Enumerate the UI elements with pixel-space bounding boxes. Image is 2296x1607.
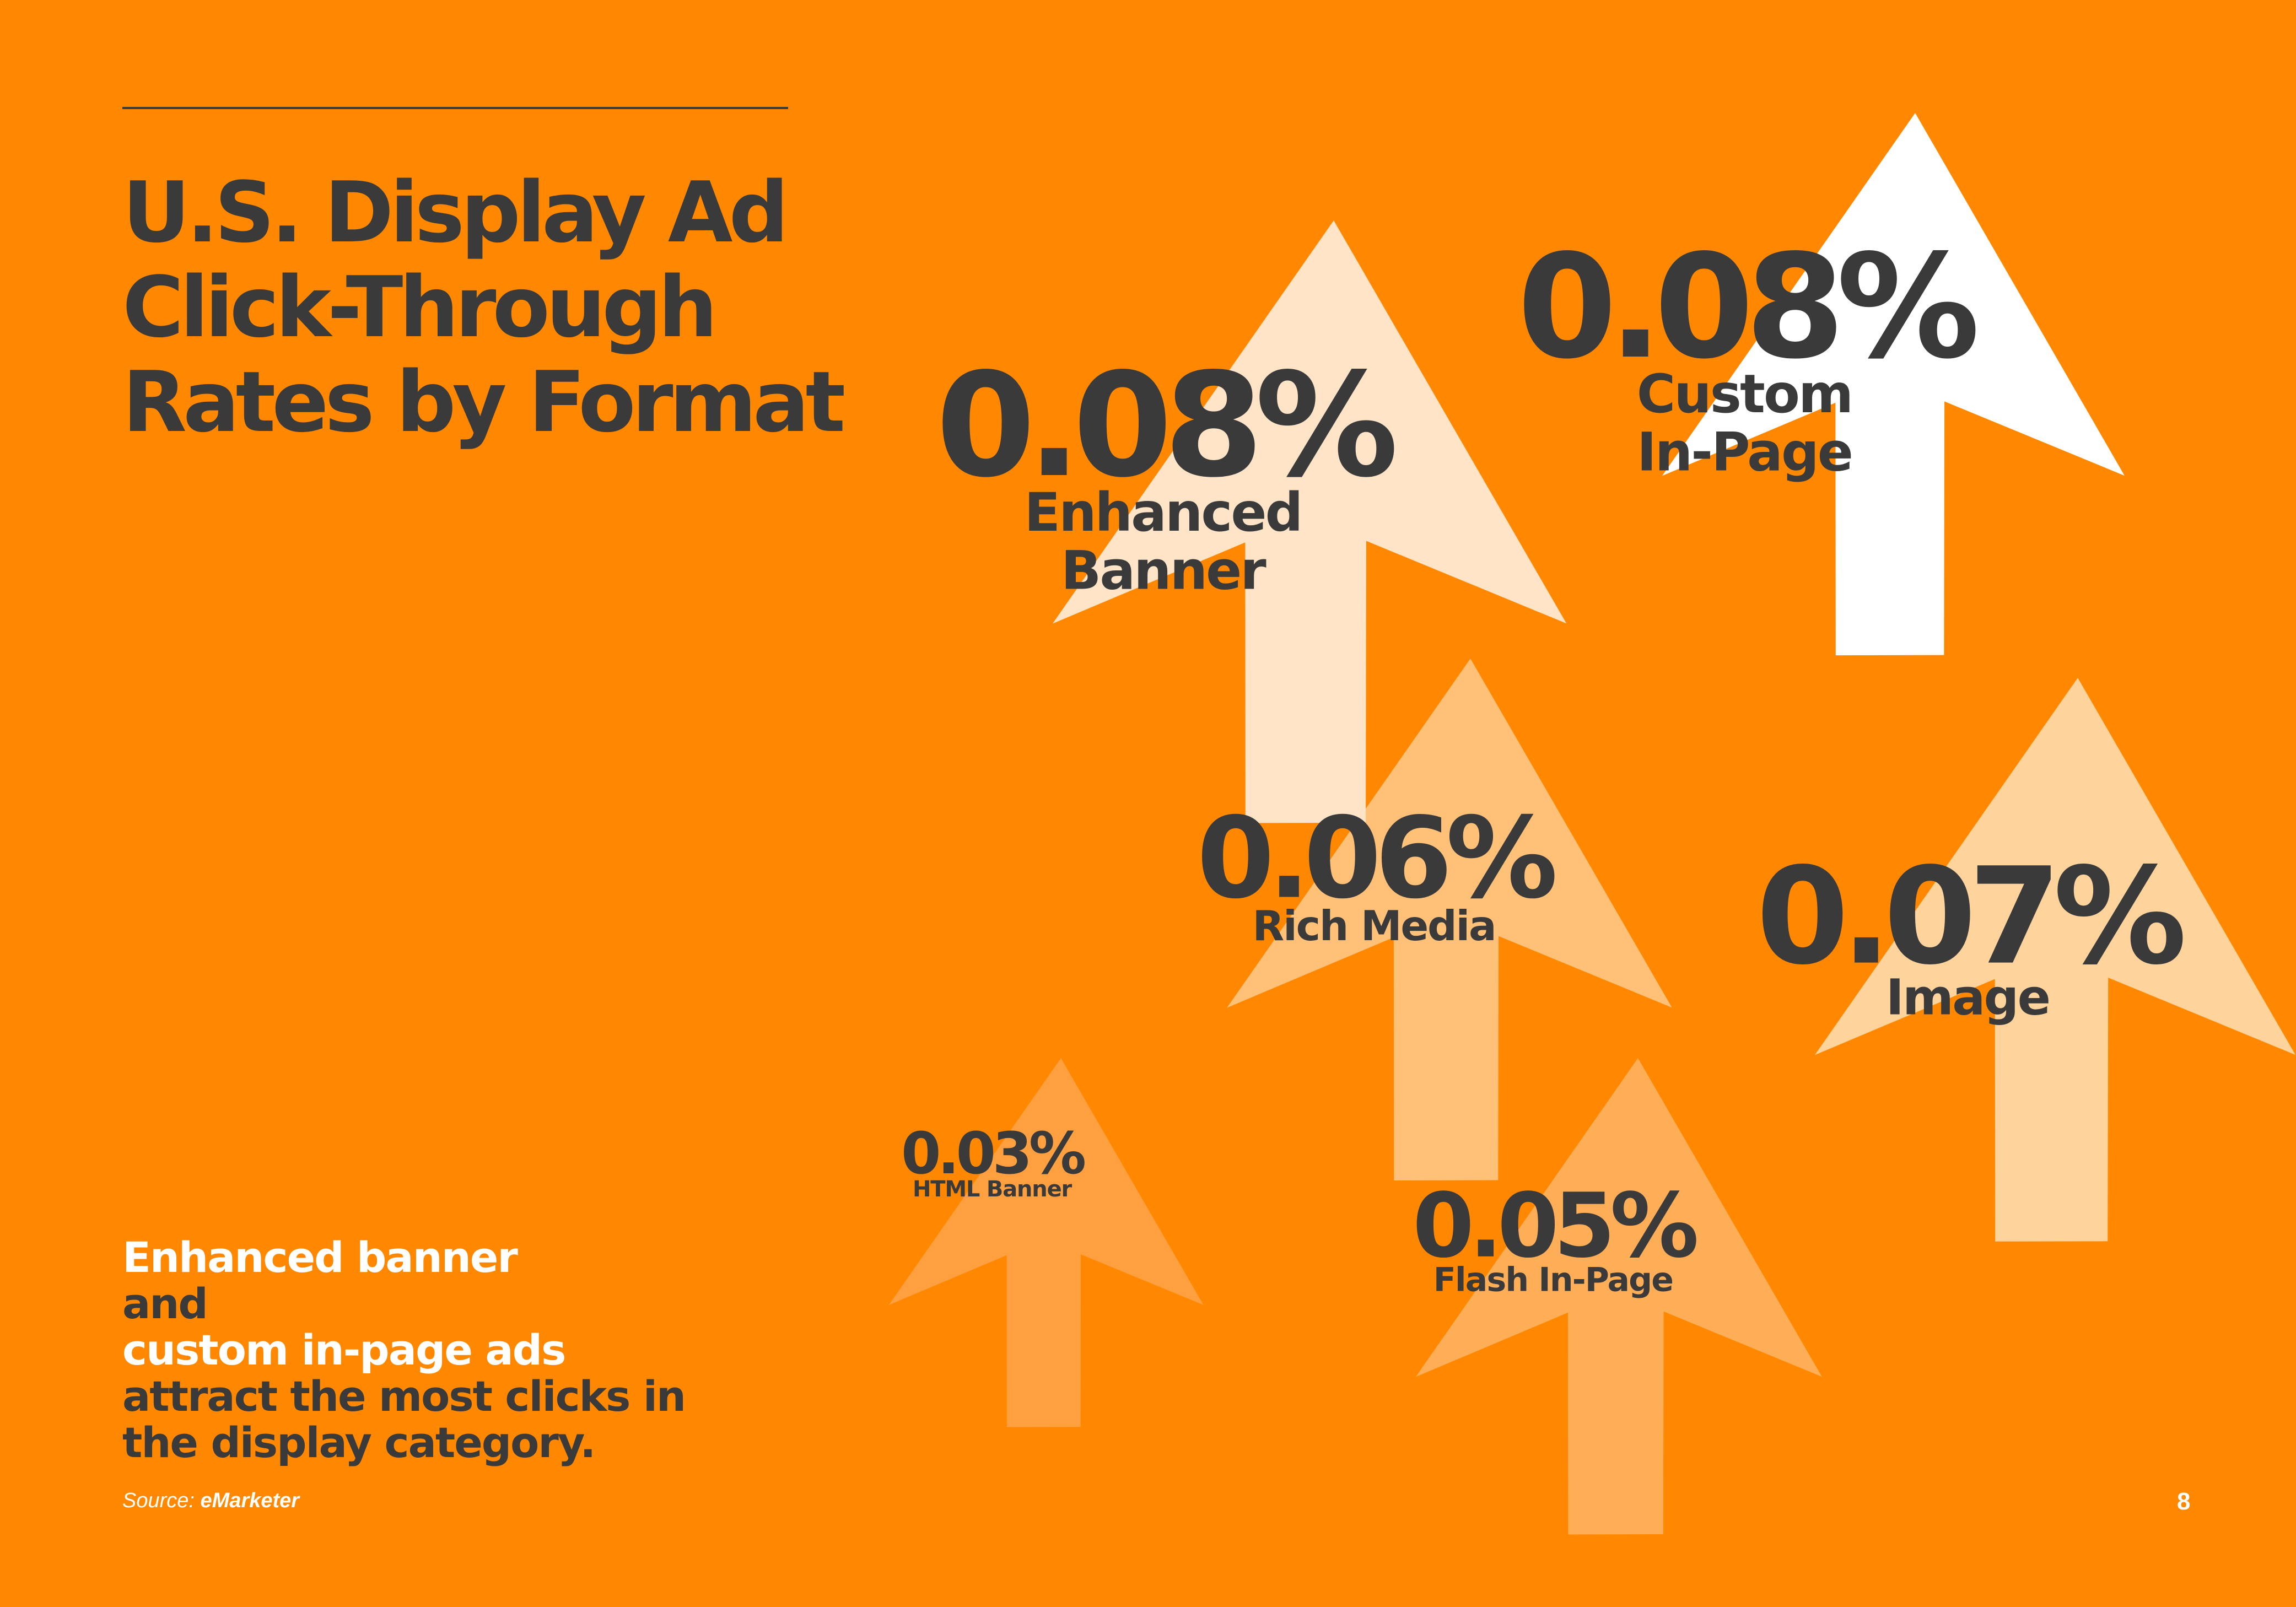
source-name: eMarketer <box>200 1489 300 1512</box>
caption-highlight: Enhanced banner <box>122 1233 518 1282</box>
category-label-html-banner-1: HTML Banner <box>913 1177 1072 1202</box>
arrow-mark-rich-media <box>1227 659 1672 1180</box>
title-line-1: U.S. Display Ad <box>122 164 789 261</box>
caption-line-2: custom in-page ads <box>122 1325 566 1374</box>
arrow-mark-html-banner <box>888 1058 1204 1427</box>
title-line-2: Click-Through <box>122 258 718 356</box>
category-label-image-1: Image <box>1886 968 2049 1026</box>
title-line-3: Rates by Format <box>122 353 845 451</box>
title-rule <box>122 107 788 109</box>
arrow-mark-flash-in-page <box>1415 1058 1822 1535</box>
value-label-flash-in-page: 0.05% <box>1413 1174 1696 1277</box>
category-label-flash-in-page-1: Flash In-Page <box>1433 1260 1673 1299</box>
value-label-custom-in-page: 0.08% <box>1517 224 1977 391</box>
value-label-html-banner: 0.03% <box>901 1120 1085 1187</box>
caption-line-1: Enhanced banner and <box>122 1234 729 1327</box>
summary-caption: Enhanced banner and custom in-page ads a… <box>122 1234 729 1466</box>
caption-line-4: the display category. <box>122 1418 596 1467</box>
category-label-enhanced-banner-1: Enhanced <box>1025 482 1302 543</box>
value-label-enhanced-banner: 0.08% <box>936 343 1396 509</box>
category-label-custom-in-page-2: In-Page <box>1637 421 1852 483</box>
value-label-image: 0.07% <box>1756 839 2182 995</box>
category-label-rich-media-1: Rich Media <box>1253 902 1496 950</box>
arrow-mark-image <box>1814 678 2295 1242</box>
page-number: 8 <box>2177 1488 2191 1515</box>
arrow-mark-custom-in-page <box>1662 113 2125 656</box>
caption-line-1-rest: and <box>122 1279 208 1328</box>
page-title: U.S. Display Ad Click-Through Rates by F… <box>122 164 845 451</box>
source-note: Source: eMarketer <box>122 1489 299 1513</box>
caption-line-3: attract the most clicks in <box>122 1372 686 1421</box>
value-label-rich-media: 0.06% <box>1196 793 1554 923</box>
category-label-enhanced-banner-2: Banner <box>1061 540 1266 601</box>
arrow-mark-enhanced-banner <box>1052 220 1567 823</box>
category-label-custom-in-page-1: Custom <box>1637 363 1852 425</box>
source-prefix: Source: <box>122 1489 201 1512</box>
